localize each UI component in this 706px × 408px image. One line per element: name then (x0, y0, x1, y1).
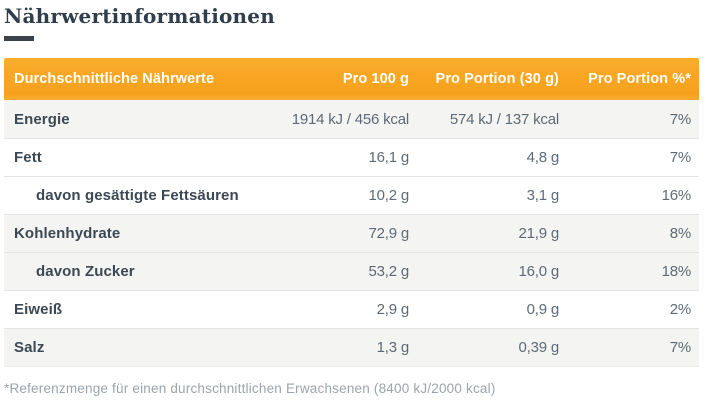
header-per-100g-column: Pro 100 g (342, 71, 409, 87)
nutrition-table-body: Energie 1914 kJ / 456 kcal 574 kJ / 137 kc… (4, 100, 699, 366)
header-per-portion-column: Pro Portion (30 g) (435, 71, 559, 87)
table-row: Salz 1,3 g 0,39 g 7% (4, 328, 699, 366)
title-underline-dash (4, 36, 34, 41)
value-per-portion: 16,0 g (518, 263, 559, 280)
reference-footnote: *Referenzmenge für einen durchschnittlic… (4, 381, 496, 396)
value-per-100g: 53,2 g (368, 263, 409, 280)
value-per-portion: 4,8 g (526, 149, 560, 166)
value-per-portion-percent: 7% (669, 110, 691, 128)
value-per-100g: 1,3 g (376, 339, 410, 356)
nutrient-label: davon Zucker (36, 263, 135, 280)
value-per-100g: 16,1 g (368, 149, 409, 166)
table-row: davon gesättigte Fettsäuren 10,2 g 3,1 g 16… (4, 176, 699, 214)
table-row: davon Zucker 53,2 g 16,0 g 18% (4, 252, 699, 290)
value-per-portion-percent: 7% (669, 149, 691, 166)
value-per-100g: 1914 kJ / 456 kcal (291, 110, 410, 128)
value-per-100g: 2,9 g (376, 301, 410, 318)
nutrient-label: Energie (14, 110, 70, 128)
nutrient-label: Fett (14, 149, 42, 166)
value-per-portion: 0,9 g (526, 301, 560, 318)
table-row: Eiweiß 2,9 g 0,9 g 2% (4, 290, 699, 328)
table-row: Energie 1914 kJ / 456 kcal 574 kJ / 137 kc… (4, 100, 699, 138)
value-per-portion: 21,9 g (518, 225, 559, 242)
table-row: Fett 16,1 g 4,8 g 7% (4, 138, 699, 176)
value-per-portion-percent: 18% (661, 263, 692, 280)
header-nutrient-column: Durchschnittliche Nährwerte (14, 71, 215, 87)
header-per-portion-percent-column: Pro Portion %* (588, 71, 691, 87)
value-per-100g: 10,2 g (368, 187, 409, 204)
value-per-portion: 574 kJ / 137 kcal (449, 110, 559, 128)
table-row: Kohlenhydrate 72,9 g 21,9 g 8% (4, 214, 699, 252)
value-per-portion-percent: 16% (661, 187, 692, 204)
value-per-portion-percent: 8% (669, 225, 691, 242)
value-per-portion: 0,39 g (518, 339, 559, 356)
value-per-portion: 3,1 g (526, 187, 560, 204)
page-title: Nährwertinformationen (4, 4, 275, 28)
table-header-row: Durchschnittliche Nährwerte Pro 100 g Pr… (4, 58, 699, 100)
value-per-portion-percent: 7% (669, 339, 691, 356)
nutrient-label: Eiweiß (14, 301, 63, 318)
nutrient-label: Kohlenhydrate (14, 225, 121, 242)
nutrient-label: Salz (14, 339, 45, 356)
value-per-100g: 72,9 g (368, 225, 409, 242)
nutrition-table: Durchschnittliche Nährwerte Pro 100 g Pr… (4, 58, 699, 367)
value-per-portion-percent: 2% (669, 301, 691, 318)
nutrient-label: davon gesättigte Fettsäuren (36, 187, 239, 204)
